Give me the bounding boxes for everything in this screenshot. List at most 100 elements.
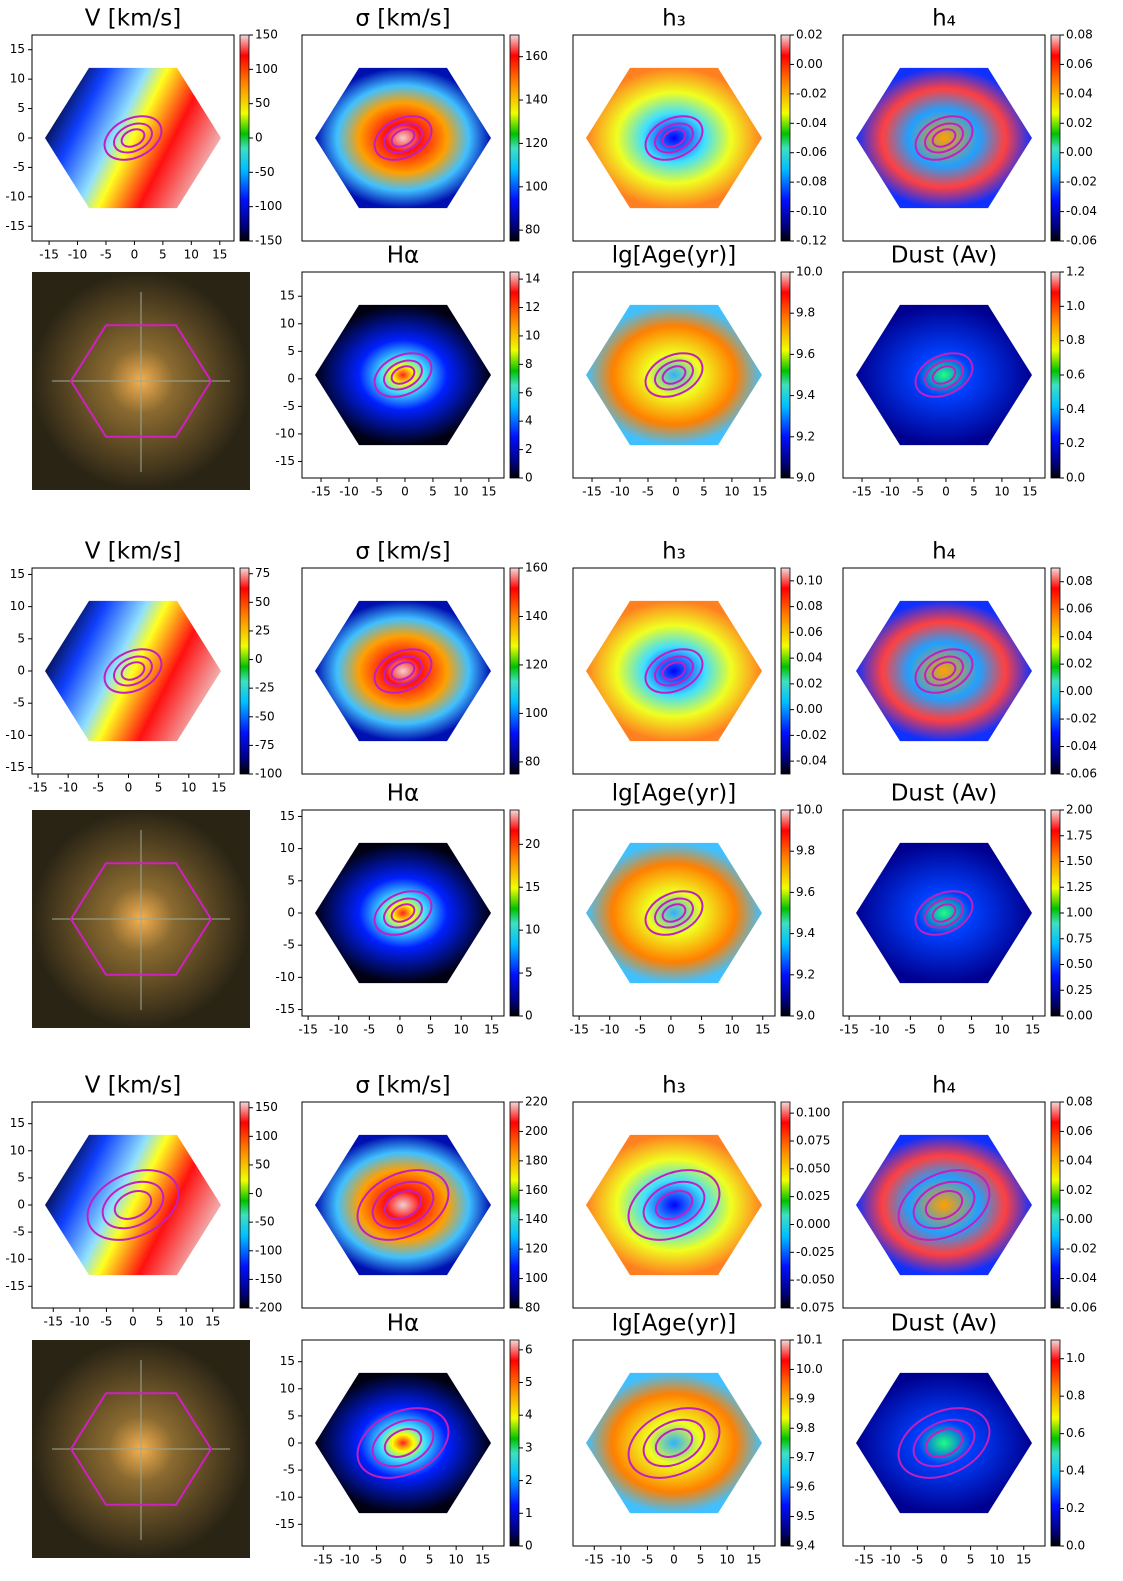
colorbar-tick-label: 4 — [525, 414, 533, 428]
colorbar-tick-label: 200 — [525, 1124, 548, 1138]
colorbar-tick-label: 150 — [255, 1100, 278, 1114]
x-tick-label: -5 — [642, 485, 654, 499]
colorbar-tick-label: 50 — [255, 96, 270, 110]
colorbar-tick-label: 9.0 — [796, 1009, 815, 1023]
x-tick-label: 0 — [399, 1553, 407, 1567]
colorbar-tick-label: -0.06 — [1066, 1301, 1097, 1315]
x-tick-label: 10 — [990, 1553, 1005, 1567]
colorbar-tick-label: 1 — [525, 1506, 533, 1520]
x-tick-label: 15 — [752, 485, 767, 499]
x-tick-label: 15 — [475, 1553, 490, 1567]
colorbar-tick-label: -0.04 — [796, 754, 827, 768]
y-tick-label: 10 — [10, 72, 25, 86]
colorbar-tick-label: 0.02 — [1066, 1183, 1093, 1197]
panel-title: lg[Age(yr)] — [612, 781, 736, 807]
x-tick-label: 5 — [159, 248, 167, 262]
x-tick-label: -10 — [340, 1553, 360, 1567]
x-tick-label: -15 — [852, 485, 872, 499]
colorbar-tick-label: 10 — [525, 923, 540, 937]
y-tick-label: 10 — [10, 599, 25, 613]
x-tick-label: 15 — [205, 1315, 220, 1329]
colorbar-tick-label: -50 — [255, 1215, 275, 1229]
colorbar-tick-label: 0.08 — [1066, 574, 1093, 588]
colorbar-tick-label: 50 — [255, 595, 270, 609]
x-tick-label: 10 — [449, 1553, 464, 1567]
colorbar — [510, 568, 519, 774]
x-tick-label: -10 — [70, 1315, 90, 1329]
y-tick-label: 0 — [17, 664, 25, 678]
colorbar-tick-label: 0.10 — [796, 573, 823, 587]
y-tick-label: -15 — [5, 1279, 25, 1293]
x-tick-label: -5 — [370, 1553, 382, 1567]
x-tick-label: -10 — [68, 248, 88, 262]
x-tick-label: -5 — [911, 1553, 923, 1567]
y-tick-label: 15 — [280, 289, 295, 303]
y-tick-label: -15 — [275, 454, 295, 468]
x-tick-label: -10 — [881, 1553, 901, 1567]
y-tick-label: 10 — [280, 316, 295, 330]
y-tick-label: 15 — [10, 1116, 25, 1130]
panel-title: σ [km/s] — [355, 1073, 450, 1099]
colorbar — [510, 810, 519, 1016]
x-tick-label: 5 — [156, 1315, 164, 1329]
x-tick-label: 15 — [755, 1023, 770, 1037]
colorbar-tick-label: 1.2 — [1066, 265, 1085, 279]
colorbar — [1051, 1340, 1060, 1546]
colorbar-tick-label: 120 — [525, 136, 548, 150]
x-tick-label: -15 — [839, 1023, 859, 1037]
x-tick-label: -5 — [904, 1023, 916, 1037]
colorbar-tick-label: 3 — [525, 1440, 533, 1454]
colorbar-tick-label: 0.2 — [1066, 436, 1085, 450]
colorbar-tick-label: 2 — [525, 1473, 533, 1487]
colorbar-tick-label: 9.8 — [796, 306, 815, 320]
x-tick-label: 5 — [700, 485, 708, 499]
y-tick-label: -5 — [283, 1463, 295, 1477]
colorbar-tick-label: 0.8 — [1066, 333, 1085, 347]
colorbar-tick-label: 0.08 — [1066, 28, 1093, 42]
colorbar-tick-label: 160 — [525, 561, 548, 575]
colorbar-tick-label: 9.4 — [796, 926, 815, 940]
colorbar-tick-label: 9.2 — [796, 429, 815, 443]
y-tick-label: -10 — [5, 1252, 25, 1266]
x-tick-label: 10 — [724, 485, 739, 499]
y-tick-label: -10 — [5, 728, 25, 742]
x-tick-label: 10 — [181, 781, 196, 795]
y-tick-label: 0 — [287, 906, 295, 920]
colorbar-tick-label: -100 — [255, 1243, 282, 1257]
colorbar-tick-label: -0.02 — [796, 86, 827, 100]
y-tick-label: 10 — [280, 841, 295, 855]
colorbar — [240, 1102, 249, 1308]
panel-title: lg[Age(yr)] — [612, 1311, 736, 1337]
colorbar — [781, 272, 790, 478]
colorbar-tick-label: 140 — [525, 93, 548, 107]
y-tick-label: 15 — [280, 1354, 295, 1368]
colorbar-tick-label: 0.06 — [1066, 1124, 1093, 1138]
x-tick-label: 0 — [667, 1023, 675, 1037]
colorbar — [510, 272, 519, 478]
panel-title: Dust (Av) — [891, 243, 998, 269]
x-tick-label: 0 — [940, 1553, 948, 1567]
colorbar — [1051, 35, 1060, 241]
colorbar-tick-label: -0.02 — [796, 728, 827, 742]
colorbar-tick-label: 0.04 — [1066, 629, 1093, 643]
y-tick-label: 0 — [17, 131, 25, 145]
x-tick-label: -10 — [611, 1553, 631, 1567]
x-tick-label: 15 — [1016, 1553, 1031, 1567]
y-tick-label: 15 — [280, 809, 295, 823]
colorbar — [781, 568, 790, 774]
panel-title: h₄ — [932, 539, 956, 565]
colorbar-tick-label: 0.02 — [1066, 657, 1093, 671]
colorbar-tick-label: 140 — [525, 609, 548, 623]
x-tick-label: -5 — [912, 485, 924, 499]
colorbar-tick-label: -0.12 — [796, 234, 827, 248]
x-tick-label: 0 — [396, 1023, 404, 1037]
colorbar — [781, 1102, 790, 1308]
colorbar-tick-label: 0 — [255, 1186, 263, 1200]
colorbar-tick-label: 120 — [525, 1242, 548, 1256]
x-tick-label: -10 — [880, 485, 900, 499]
x-tick-label: 10 — [720, 1553, 735, 1567]
colorbar-tick-label: 0 — [525, 1009, 533, 1023]
colorbar-tick-label: 2 — [525, 442, 533, 456]
x-tick-label: -15 — [43, 1315, 63, 1329]
x-tick-label: 15 — [481, 485, 496, 499]
